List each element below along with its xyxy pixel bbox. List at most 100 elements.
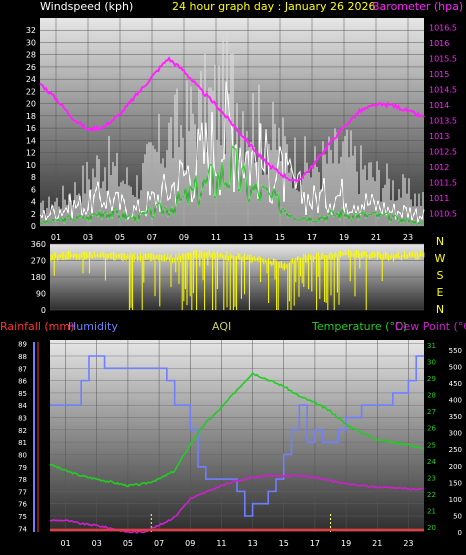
barometer-tick-label: 1015.5 xyxy=(429,54,457,63)
direction-tick-label: 90 xyxy=(36,290,46,299)
barometer-tick-label: 1010.5 xyxy=(429,210,457,219)
wind-tick-label: 28 xyxy=(26,51,36,60)
compass-label: N xyxy=(436,235,444,248)
wind-x-tick-label: 01 xyxy=(51,233,61,242)
temperature-tick-label: 30 xyxy=(427,359,436,367)
dewpoint-line xyxy=(49,474,424,534)
temperature-humidity-panel: Rainfall (mm) Humidity AQI Temperature (… xyxy=(0,320,466,548)
wind-tick-label: 12 xyxy=(26,149,36,158)
humidity-line xyxy=(50,355,424,517)
direction-y-axis: 0 90 180 270 360 xyxy=(31,240,46,315)
humidity-tick-label: 84 xyxy=(18,402,27,410)
wind-tick-label: 32 xyxy=(26,26,36,35)
compass-label: W xyxy=(435,252,446,265)
aqi-tick-label: 400 xyxy=(449,397,462,405)
gust-series xyxy=(40,33,424,226)
wind-panel-background xyxy=(40,18,424,226)
barometer-line xyxy=(39,56,425,183)
windspeed-label: Windspeed (kph) xyxy=(40,0,133,13)
direction-tick-label: 360 xyxy=(31,240,46,249)
aqi-tick-label: 250 xyxy=(449,446,462,454)
direction-tick-label: 0 xyxy=(41,306,46,315)
humidity-tick-label: 82 xyxy=(18,427,27,435)
aqi-tick-label: 350 xyxy=(449,413,462,421)
wind-tick-label: 0 xyxy=(31,222,36,231)
wind-x-tick-label: 07 xyxy=(147,233,157,242)
temp-x-tick-label: 23 xyxy=(403,539,413,548)
rainfall-label: Rainfall (mm) xyxy=(0,320,74,333)
graph-title: 24 hour graph day : January 26 2026 xyxy=(172,0,376,13)
temp-x-tick-label: 01 xyxy=(60,539,70,548)
barometer-tick-label: 1016 xyxy=(429,39,449,48)
humidity-tick-label: 86 xyxy=(18,378,27,386)
barometer-tick-label: 1011 xyxy=(429,194,449,203)
temp-x-tick-label: 11 xyxy=(216,539,226,548)
wind-x-tick-label: 13 xyxy=(243,233,253,242)
direction-tick-label: 270 xyxy=(31,257,46,266)
wind-x-tick-label: 03 xyxy=(83,233,93,242)
barometer-label: Barometer (hpa) xyxy=(372,0,463,13)
temp-x-tick-label: 13 xyxy=(247,539,257,548)
temp-panel-background xyxy=(50,340,424,532)
wind-tick-label: 22 xyxy=(26,87,36,96)
humidity-y-axis: 74 75 76 77 78 79 80 81 82 83 84 85 86 87 88 89 xyxy=(18,341,27,534)
temperature-tick-label: 20 xyxy=(427,524,436,532)
temperature-tick-label: 25 xyxy=(427,441,436,449)
wind-tick-label: 16 xyxy=(26,124,36,133)
humidity-tick-label: 78 xyxy=(18,476,27,484)
humidity-tick-label: 74 xyxy=(18,525,27,533)
barometer-tick-label: 1014 xyxy=(429,101,449,110)
humidity-tick-label: 83 xyxy=(18,415,27,423)
wind-tick-label: 2 xyxy=(31,210,36,219)
wind-x-tick-label: 15 xyxy=(275,233,285,242)
aqi-tick-label: 150 xyxy=(449,479,462,487)
wind-tick-label: 24 xyxy=(26,75,36,84)
humidity-tick-label: 79 xyxy=(18,464,27,472)
temp-x-axis: 01 03 05 07 09 11 13 15 17 19 21 23 xyxy=(60,539,413,548)
temperature-tick-label: 28 xyxy=(427,392,436,400)
barometer-tick-label: 1015 xyxy=(429,70,449,79)
temperature-tick-label: 26 xyxy=(427,425,436,433)
temperature-tick-label: 24 xyxy=(427,458,436,466)
temperature-series xyxy=(49,372,424,488)
temperature-tick-label: 21 xyxy=(427,507,436,515)
wind-tick-label: 18 xyxy=(26,112,36,121)
temperature-line xyxy=(49,372,424,488)
wind-x-tick-label: 09 xyxy=(179,233,189,242)
windspeed-line xyxy=(39,81,425,224)
aqi-y-axis: 0 50 100 150 200 250 300 350 400 450 500 550 xyxy=(449,347,462,537)
humidity-tick-label: 76 xyxy=(18,501,27,509)
wind-x-tick-label: 05 xyxy=(115,233,125,242)
aqi-tick-label: 550 xyxy=(449,347,462,355)
humidity-label: Humidity xyxy=(68,320,118,333)
barometer-y-axis: 1010.5 1011 1011.5 1012 1012.5 1013 1013.5 1014… xyxy=(429,23,457,218)
wind-tick-label: 8 xyxy=(31,173,36,182)
aqi-tick-label: 0 xyxy=(458,529,462,537)
wind-x-tick-label: 19 xyxy=(339,233,349,242)
wind-x-tick-label: 11 xyxy=(211,233,221,242)
dewpoint-label: Dew Point (°C) xyxy=(395,320,466,333)
barometer-tick-label: 1016.5 xyxy=(429,23,457,32)
humidity-tick-label: 87 xyxy=(18,365,27,373)
barometer-tick-label: 1011.5 xyxy=(429,179,457,188)
temp-x-tick-label: 19 xyxy=(341,539,351,548)
aqi-label: AQI xyxy=(212,320,231,333)
average-wind-line xyxy=(39,144,425,225)
aqi-tick-label: 500 xyxy=(449,363,462,371)
temperature-tick-label: 23 xyxy=(427,474,436,482)
wind-direction-series xyxy=(50,249,425,310)
wind-x-axis: 01 03 05 07 09 11 13 15 17 19 21 23 xyxy=(51,233,413,242)
humidity-tick-label: 88 xyxy=(18,353,27,361)
temp-x-tick-label: 17 xyxy=(310,539,320,548)
barometer-series xyxy=(39,56,425,183)
wind-x-tick-label: 21 xyxy=(371,233,381,242)
barometer-tick-label: 1012 xyxy=(429,163,449,172)
aqi-tick-label: 200 xyxy=(449,463,462,471)
humidity-tick-label: 89 xyxy=(18,341,27,349)
aqi-tick-label: 50 xyxy=(453,512,462,520)
aqi-tick-label: 100 xyxy=(449,496,462,504)
